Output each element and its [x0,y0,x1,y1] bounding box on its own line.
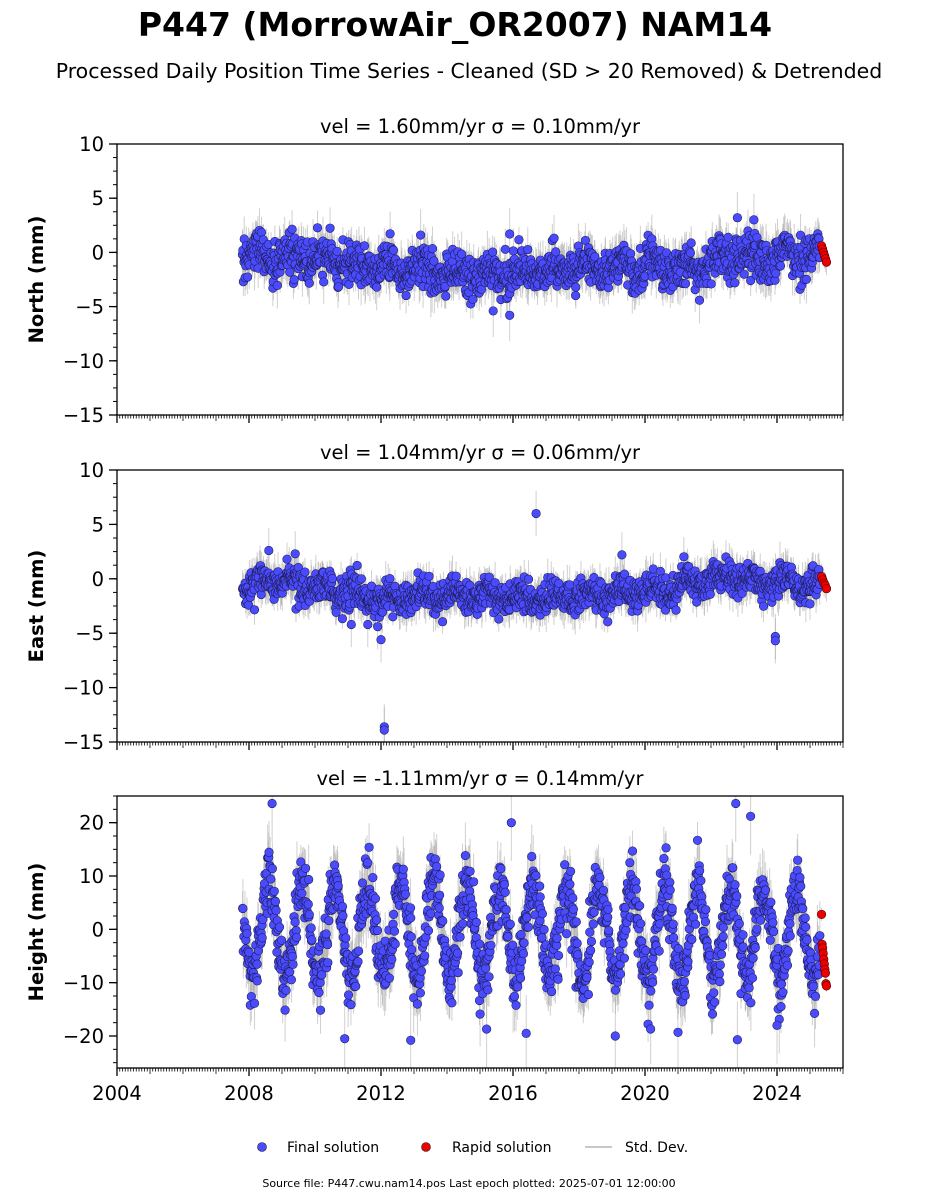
final-solution-point [686,238,696,248]
final-solution-point [325,223,335,233]
final-solution-point [739,269,749,279]
rapid-solution-point [821,257,832,267]
final-solution-point [327,574,337,584]
final-solution-point [500,244,510,254]
final-solution-point [319,277,329,287]
final-solution-point [468,294,478,304]
east-final-points [238,508,825,735]
final-solution-point [287,224,297,234]
final-solution-point [775,261,786,271]
final-solution-point [749,215,759,225]
north-y-axis-label: North (mm) [25,216,48,344]
final-solution-point [289,274,299,285]
final-solution-point [571,282,581,292]
final-solution-point [334,282,344,292]
east-panel: vel = 1.04mm/yr σ = 0.06mm/yr−15−10−5051… [25,441,844,754]
final-solution-point [694,295,705,305]
final-solution-point [457,249,467,259]
final-solution-point [385,229,395,239]
final-solution-point [488,306,498,316]
final-solution-point [385,573,395,584]
east-std-dev-bars [242,490,827,742]
final-solution-point [243,272,253,282]
east-panel-title: vel = 1.04mm/yr σ = 0.06mm/yr [320,441,641,464]
figure-title: P447 (MorrowAir_OR2007) NAM14 [138,5,772,44]
final-solution-point [732,213,742,223]
final-solution-point [312,223,323,233]
final-solution-point [356,574,366,584]
final-solution-point [730,278,740,288]
final-solution-point [249,605,260,615]
final-solution-point [352,560,362,571]
y-tick-label: −5 [75,296,104,319]
final-solution-point [429,256,439,266]
final-solution-point [256,227,267,237]
final-solution-point [372,282,382,292]
final-solution-point [680,279,691,289]
final-solution-point [523,244,533,255]
y-tick-label: 10 [79,133,104,156]
y-tick-label: −15 [63,404,104,427]
final-solution-point [304,278,314,288]
final-solution-point [514,235,524,245]
final-solution-point [505,229,515,239]
final-solution-point [508,246,518,256]
final-solution-point [551,247,561,257]
final-solution-point [388,612,398,622]
figure-subtitle: Processed Daily Position Time Series - C… [56,59,883,83]
north-rapid-points [816,241,832,267]
final-solution-point [332,246,342,256]
north-final-points [237,213,825,320]
final-solution-point [300,567,310,577]
y-tick-label: −10 [63,350,104,373]
final-solution-point [771,268,781,278]
north-panel: vel = 1.60mm/yr σ = 0.10mm/yr −15 −10 −5 0 5 1… [25,115,844,427]
final-solution-point [685,248,695,258]
final-solution-point [285,267,295,277]
final-solution-point [505,310,515,320]
final-solution-point [746,275,756,286]
final-solution-point [441,291,451,301]
final-solution-point [331,607,341,617]
final-solution-point [801,274,811,284]
final-solution-point [723,232,733,242]
final-solution-point [337,614,348,624]
north-plot-area [237,191,832,342]
final-solution-point [706,279,716,289]
final-solution-point [359,241,370,251]
final-solution-point [401,290,411,301]
final-solution-point [416,230,426,240]
final-solution-point [272,280,282,290]
y-tick-label: 5 [92,187,104,210]
final-solution-point [388,245,398,255]
final-solution-point [427,244,438,254]
y-tick-label: 0 [92,241,104,264]
final-solution-point [488,247,498,257]
final-solution-point [440,282,450,292]
final-solution-point [282,554,292,564]
final-solution-point [590,252,600,262]
final-solution-point [571,290,581,301]
north-panel-title: vel = 1.60mm/yr σ = 0.10mm/yr [320,115,641,138]
final-solution-point [549,233,559,243]
east-plot-area [238,490,832,742]
